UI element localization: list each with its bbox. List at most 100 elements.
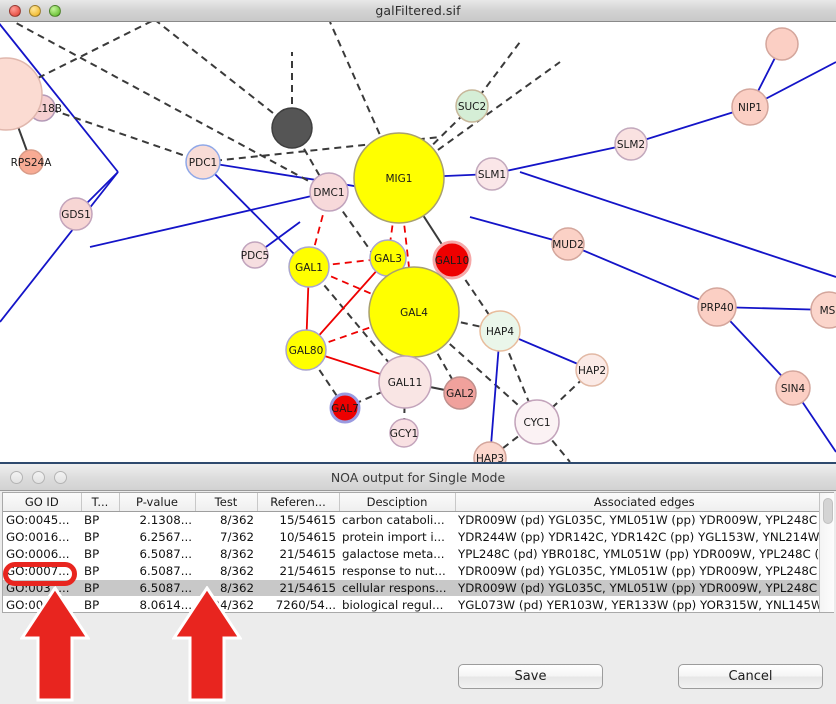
scrollbar-thumb[interactable] [823, 498, 833, 524]
network-node-gcy1[interactable]: GCY1 [389, 418, 419, 448]
network-node-gds1[interactable]: GDS1 [59, 197, 93, 231]
network-node-gal7[interactable]: GAL7 [329, 392, 361, 424]
node-circle[interactable] [765, 27, 799, 61]
node-circle[interactable] [285, 329, 327, 371]
column-header-test[interactable]: Test [195, 493, 258, 512]
network-node-prp40[interactable]: PRP40 [697, 287, 737, 327]
noa-close-button[interactable] [10, 470, 23, 484]
network-node-gal11[interactable]: GAL11 [378, 355, 432, 409]
node-circle[interactable] [475, 157, 509, 191]
column-header-associated-edges[interactable]: Associated edges [455, 493, 833, 512]
network-node-hap2[interactable]: HAP2 [575, 353, 609, 387]
network-node-msi[interactable]: MSI [810, 291, 836, 329]
node-circle[interactable] [697, 287, 737, 327]
node-label: SLM1 [478, 169, 506, 181]
network-node-pdc1[interactable]: PDC1 [185, 144, 221, 180]
network-node-rps24a[interactable]: RPS24A [11, 149, 53, 175]
close-button[interactable] [9, 4, 21, 17]
column-header-p-value[interactable]: P-value [119, 493, 196, 512]
network-node-bigpink[interactable] [0, 57, 43, 131]
network-node-dark[interactable] [271, 107, 313, 149]
node-label: PDC1 [189, 157, 217, 169]
network-node-gal3[interactable]: GAL3 [369, 239, 407, 277]
column-header-reference[interactable]: Referen... [257, 493, 340, 512]
network-node-cyc1[interactable]: CYC1 [514, 399, 560, 445]
minimize-button[interactable] [29, 4, 41, 17]
table-row[interactable]: GO:0006... BP 6.5087... 8/362 21/54615 galact… [3, 545, 833, 562]
network-edge [491, 143, 632, 175]
network-node-pdc5[interactable]: PDC5 [241, 241, 269, 269]
network-edge [89, 191, 330, 248]
table-row[interactable]: GO:0065... BP 8.0614... 94/362 7260/54... bio… [3, 596, 833, 612]
node-circle[interactable] [575, 353, 609, 387]
results-table-container[interactable]: GO ID T... P-value Test Referen... Desci… [2, 492, 834, 613]
node-circle[interactable] [810, 291, 836, 329]
save-button[interactable]: Save [458, 664, 603, 689]
noa-zoom-button[interactable] [54, 470, 67, 484]
node-circle[interactable] [0, 57, 43, 131]
node-circle[interactable] [473, 441, 507, 462]
node-circle[interactable] [614, 127, 648, 161]
network-node-suc2[interactable]: SUC2 [455, 89, 489, 123]
network-graph[interactable]: RPL18BRPS24AGDS1PDC1PDC5DMC1MIG1SUC2SLM1… [0, 22, 836, 462]
network-node-slm1[interactable]: SLM1 [475, 157, 509, 191]
table-row[interactable]: GO:0031... BP 6.5087... 8/362 21/54615 cellul… [3, 579, 833, 596]
table-header: GO ID T... P-value Test Referen... Desci… [3, 493, 833, 512]
cell-associated-edges: YGL073W (pd) YER103W, YER133W (pp) YOR31… [458, 597, 833, 612]
network-node-toppink[interactable] [765, 27, 799, 61]
node-circle[interactable] [241, 241, 269, 269]
node-circle[interactable] [185, 144, 221, 180]
network-edge [469, 216, 569, 245]
column-header-description[interactable]: Desciption [339, 493, 456, 512]
network-node-mud2[interactable]: MUD2 [551, 227, 585, 261]
node-circle[interactable] [378, 355, 432, 409]
node-circle[interactable] [353, 132, 445, 224]
node-circle[interactable] [432, 240, 472, 280]
network-node-hap4[interactable]: HAP4 [479, 310, 521, 352]
network-node-gal80[interactable]: GAL80 [285, 329, 327, 371]
table-vertical-scrollbar[interactable] [819, 493, 834, 612]
node-circle[interactable] [271, 107, 313, 149]
column-header-type[interactable]: T... [81, 493, 120, 512]
node-circle[interactable] [59, 197, 93, 231]
noa-minimize-button[interactable] [32, 470, 45, 484]
node-circle[interactable] [288, 246, 330, 288]
cell-test: 8/362 [220, 563, 254, 578]
table-body[interactable]: GO:0045... BP 2.1308... 8/362 15/54615 carbon… [3, 511, 833, 612]
node-circle[interactable] [18, 149, 44, 175]
network-node-mig1[interactable]: MIG1 [353, 132, 445, 224]
network-node-hap3[interactable]: HAP3 [473, 441, 507, 462]
network-node-sin4[interactable]: SIN4 [775, 370, 811, 406]
node-circle[interactable] [514, 399, 560, 445]
network-node-gal1[interactable]: GAL1 [288, 246, 330, 288]
network-node-nip1[interactable]: NIP1 [731, 88, 769, 126]
node-circle[interactable] [443, 376, 477, 410]
node-circle[interactable] [455, 89, 489, 123]
table-row[interactable]: GO:0016... BP 6.2567... 7/362 10/54615 protei… [3, 528, 833, 545]
node-circle[interactable] [551, 227, 585, 261]
network-nodes[interactable]: RPL18BRPS24AGDS1PDC1PDC5DMC1MIG1SUC2SLM1… [0, 27, 836, 462]
node-label: RPS24A [11, 157, 53, 169]
column-header-go-id[interactable]: GO ID [3, 493, 82, 512]
cancel-button[interactable]: Cancel [678, 664, 823, 689]
noa-window-controls [10, 470, 67, 484]
node-circle[interactable] [309, 172, 349, 212]
network-node-dmc1[interactable]: DMC1 [309, 172, 349, 212]
cell-type: BP [84, 529, 100, 544]
zoom-button[interactable] [49, 4, 61, 17]
node-circle[interactable] [731, 88, 769, 126]
network-node-gal10[interactable]: GAL10 [432, 240, 472, 280]
network-node-slm2[interactable]: SLM2 [614, 127, 648, 161]
results-table[interactable]: GO ID T... P-value Test Referen... Desci… [3, 493, 833, 612]
network-canvas[interactable]: RPL18B RPS24A GDS1 PDC1 PDC5 DMC1 MIG1 SUC2 SLM1… [0, 22, 836, 462]
cell-p-value: 2.1308... [139, 512, 192, 527]
node-circle[interactable] [329, 392, 361, 424]
node-circle[interactable] [775, 370, 811, 406]
network-node-gal2[interactable]: GAL2 [443, 376, 477, 410]
network-node-gal4[interactable]: GAL4 [368, 266, 460, 358]
node-circle[interactable] [479, 310, 521, 352]
table-row[interactable]: GO:0007... BP 6.5087... 8/362 21/54615 respon… [3, 562, 833, 579]
node-circle[interactable] [389, 418, 419, 448]
table-row[interactable]: GO:0045... BP 2.1308... 8/362 15/54615 carbon… [3, 511, 833, 528]
network-edge [519, 171, 836, 278]
